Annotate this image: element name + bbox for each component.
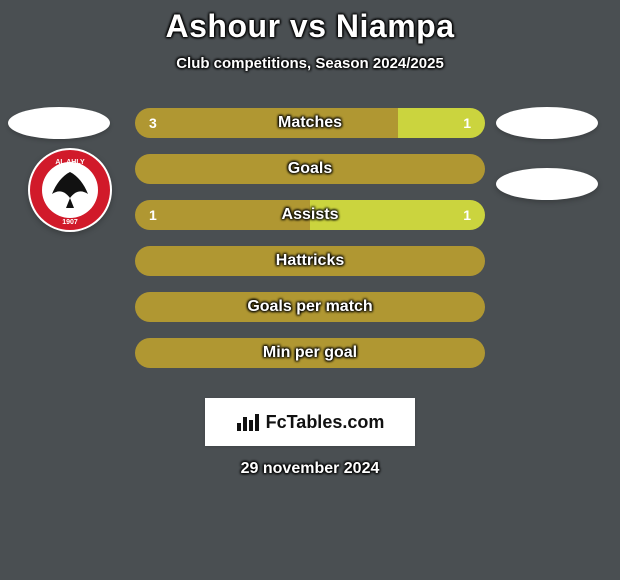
stat-rows: 31MatchesGoals11AssistsHattricksGoals pe… xyxy=(0,100,620,376)
stat-bar: Min per goal xyxy=(135,338,485,368)
right-segment: 1 xyxy=(310,200,485,230)
svg-text:1907: 1907 xyxy=(62,219,78,226)
right-value: 1 xyxy=(449,207,485,223)
left-segment xyxy=(135,246,485,276)
left-segment: 3 xyxy=(135,108,398,138)
date-label: 29 november 2024 xyxy=(0,460,620,478)
left-value: 1 xyxy=(135,207,171,223)
stat-bar: Hattricks xyxy=(135,246,485,276)
club-badge-left: AL AHLY 1907 xyxy=(28,148,112,232)
left-value: 3 xyxy=(135,115,171,131)
stat-bar: 31Matches xyxy=(135,108,485,138)
left-segment xyxy=(135,338,485,368)
stat-row: Goals per match xyxy=(0,284,620,330)
stat-row: Min per goal xyxy=(0,330,620,376)
al-ahly-crest-icon: AL AHLY 1907 xyxy=(28,148,112,232)
stat-bar: 11Assists xyxy=(135,200,485,230)
page-title: Ashour vs Niampa xyxy=(0,8,620,45)
left-segment xyxy=(135,292,485,322)
left-segment xyxy=(135,154,485,184)
left-segment: 1 xyxy=(135,200,310,230)
svg-text:AL AHLY: AL AHLY xyxy=(55,159,85,166)
right-segment: 1 xyxy=(398,108,486,138)
subtitle: Club competitions, Season 2024/2025 xyxy=(0,55,620,72)
comparison-card: Ashour vs Niampa Club competitions, Seas… xyxy=(0,0,620,580)
bar-chart-icon xyxy=(236,413,260,431)
right-value: 1 xyxy=(449,115,485,131)
club-badge-right xyxy=(496,168,598,200)
player-photo-left xyxy=(8,107,110,139)
brand-text: FcTables.com xyxy=(266,412,385,433)
stat-bar: Goals per match xyxy=(135,292,485,322)
stat-row: Hattricks xyxy=(0,238,620,284)
brand-logo: FcTables.com xyxy=(205,398,415,446)
player-photo-right xyxy=(496,107,598,139)
stat-bar: Goals xyxy=(135,154,485,184)
